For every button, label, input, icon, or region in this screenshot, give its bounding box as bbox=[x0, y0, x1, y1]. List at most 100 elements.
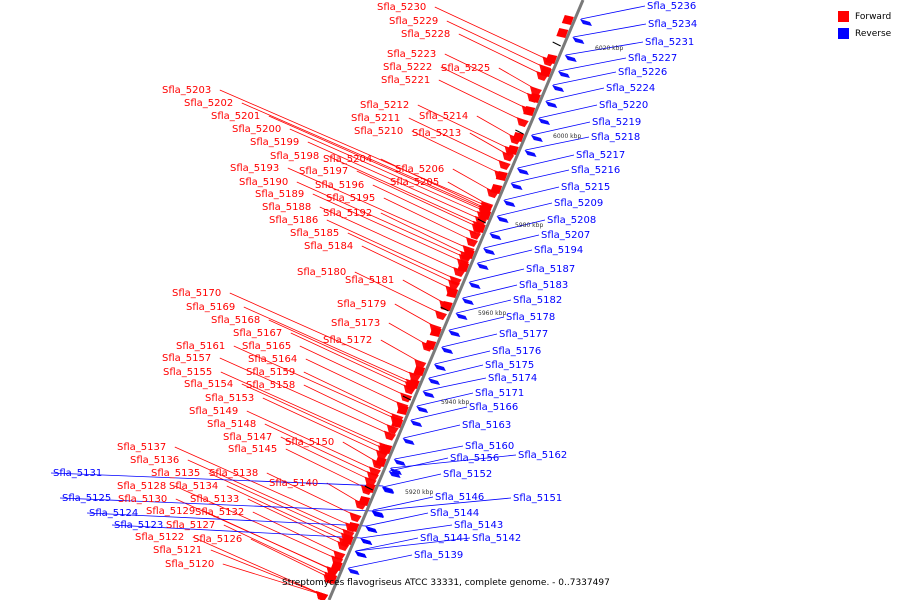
tick-mark bbox=[440, 306, 449, 312]
gene-label: Sfla_5171 bbox=[475, 388, 524, 399]
gene-label: Sfla_5129 bbox=[146, 506, 195, 517]
connector-line bbox=[219, 357, 392, 435]
connector-line bbox=[243, 306, 414, 384]
gene-label: Sfla_5207 bbox=[541, 230, 590, 241]
gene-arrow bbox=[360, 538, 373, 545]
tick-label: 5960 kbp bbox=[478, 310, 506, 317]
gene-label: Sfla_5140 bbox=[269, 478, 318, 489]
gene-label: Sfla_5167 bbox=[233, 328, 282, 339]
gene-label: Sfla_5188 bbox=[262, 202, 311, 213]
legend-forward-label: Forward bbox=[855, 11, 892, 22]
gene-block bbox=[325, 574, 338, 584]
connector-line bbox=[50, 472, 384, 487]
connector-line bbox=[208, 472, 349, 537]
connector-line bbox=[59, 497, 373, 512]
connector-line bbox=[558, 57, 627, 72]
gene-arrow bbox=[469, 229, 482, 240]
gene-arrow bbox=[316, 591, 329, 600]
gene-block bbox=[391, 418, 404, 428]
gene-label: Sfla_5208 bbox=[547, 215, 596, 226]
gene-label: Sfla_5147 bbox=[223, 432, 272, 443]
connector-line bbox=[246, 410, 377, 471]
gene-label: Sfla_5217 bbox=[576, 150, 625, 161]
gene-arrow bbox=[427, 378, 440, 385]
gene-label: Sfla_5210 bbox=[354, 126, 403, 137]
gene-block bbox=[528, 93, 541, 103]
gene-arrow bbox=[564, 55, 577, 62]
gene-arrow bbox=[483, 248, 496, 255]
gene-label: Sfla_5128 bbox=[117, 481, 166, 492]
connector-line bbox=[203, 510, 334, 571]
connector-line bbox=[174, 446, 353, 527]
gene-arrow bbox=[552, 85, 565, 92]
gene-arrow bbox=[333, 550, 346, 561]
gene-arrow bbox=[371, 511, 384, 518]
connector-line bbox=[449, 316, 505, 331]
gene-label: Sfla_5121 bbox=[153, 545, 202, 556]
gene-label: Sfla_5184 bbox=[304, 241, 353, 252]
reverse-swatch bbox=[838, 28, 849, 39]
legend-reverse: Reverse bbox=[838, 25, 900, 42]
gene-label: Sfla_5173 bbox=[331, 318, 380, 329]
gene-arrow bbox=[402, 438, 415, 445]
connector-line bbox=[355, 537, 471, 552]
connector-line bbox=[222, 563, 324, 596]
gene-label: Sfla_5190 bbox=[239, 177, 288, 188]
gene-label: Sfla_5164 bbox=[248, 354, 297, 365]
connector-line bbox=[511, 169, 570, 184]
connector-line bbox=[552, 71, 617, 86]
gene-label: Sfla_5161 bbox=[176, 341, 225, 352]
connector-line bbox=[361, 524, 453, 539]
gene-label: Sfla_5172 bbox=[323, 335, 372, 346]
connector-line bbox=[299, 345, 408, 397]
connector-line bbox=[307, 141, 483, 221]
gene-label: Sfla_5205 bbox=[390, 177, 439, 188]
gene-block bbox=[341, 535, 354, 545]
connector-line bbox=[402, 279, 447, 305]
gene-arrow bbox=[388, 471, 401, 478]
gene-arrow bbox=[347, 568, 360, 575]
connector-line bbox=[303, 384, 394, 429]
gene-label: Sfla_5130 bbox=[118, 494, 167, 505]
connector-line bbox=[531, 121, 591, 136]
gene-label: Sfla_5148 bbox=[207, 419, 256, 430]
connector-line bbox=[347, 232, 456, 284]
connector-line bbox=[268, 115, 486, 212]
gene-label: Sfla_5200 bbox=[232, 124, 281, 135]
connector-line bbox=[266, 472, 357, 517]
gene-block bbox=[490, 184, 503, 194]
tick-label: 5920 kbp bbox=[405, 489, 433, 496]
gene-label: Sfla_5224 bbox=[606, 83, 655, 94]
gene-arrow bbox=[461, 298, 474, 305]
gene-label: Sfla_5223 bbox=[387, 49, 436, 60]
connector-line bbox=[446, 20, 547, 69]
gene-block bbox=[457, 262, 470, 272]
connector-line bbox=[408, 117, 506, 165]
connector-line bbox=[382, 473, 442, 488]
gene-arrow bbox=[393, 459, 406, 466]
gene-arrow bbox=[422, 391, 435, 398]
connector-line bbox=[289, 128, 485, 216]
gene-block bbox=[358, 496, 371, 506]
gene-label: Sfla_5150 bbox=[285, 437, 334, 448]
gene-arrow bbox=[572, 37, 585, 44]
tick-label: 5980 kbp bbox=[515, 222, 543, 229]
gene-arrow bbox=[486, 188, 499, 199]
connector-line bbox=[546, 87, 605, 102]
gene-label: Sfla_5206 bbox=[395, 164, 444, 175]
gene-arrow bbox=[524, 150, 537, 157]
gene-label: Sfla_5153 bbox=[205, 393, 254, 404]
gene-label: Sfla_5215 bbox=[561, 182, 610, 193]
connector-line bbox=[573, 23, 647, 38]
gene-label: Sfla_5216 bbox=[571, 165, 620, 176]
gene-block bbox=[479, 210, 492, 220]
gene-block bbox=[396, 405, 409, 415]
gene-arrow bbox=[354, 551, 367, 558]
gene-arrow bbox=[498, 160, 511, 171]
gene-arrow bbox=[455, 313, 468, 320]
gene-arrow bbox=[545, 101, 558, 108]
gene-block bbox=[462, 249, 475, 259]
gene-label: Sfla_5142 bbox=[472, 533, 521, 544]
connector-line bbox=[417, 392, 474, 407]
connector-line bbox=[192, 536, 324, 596]
